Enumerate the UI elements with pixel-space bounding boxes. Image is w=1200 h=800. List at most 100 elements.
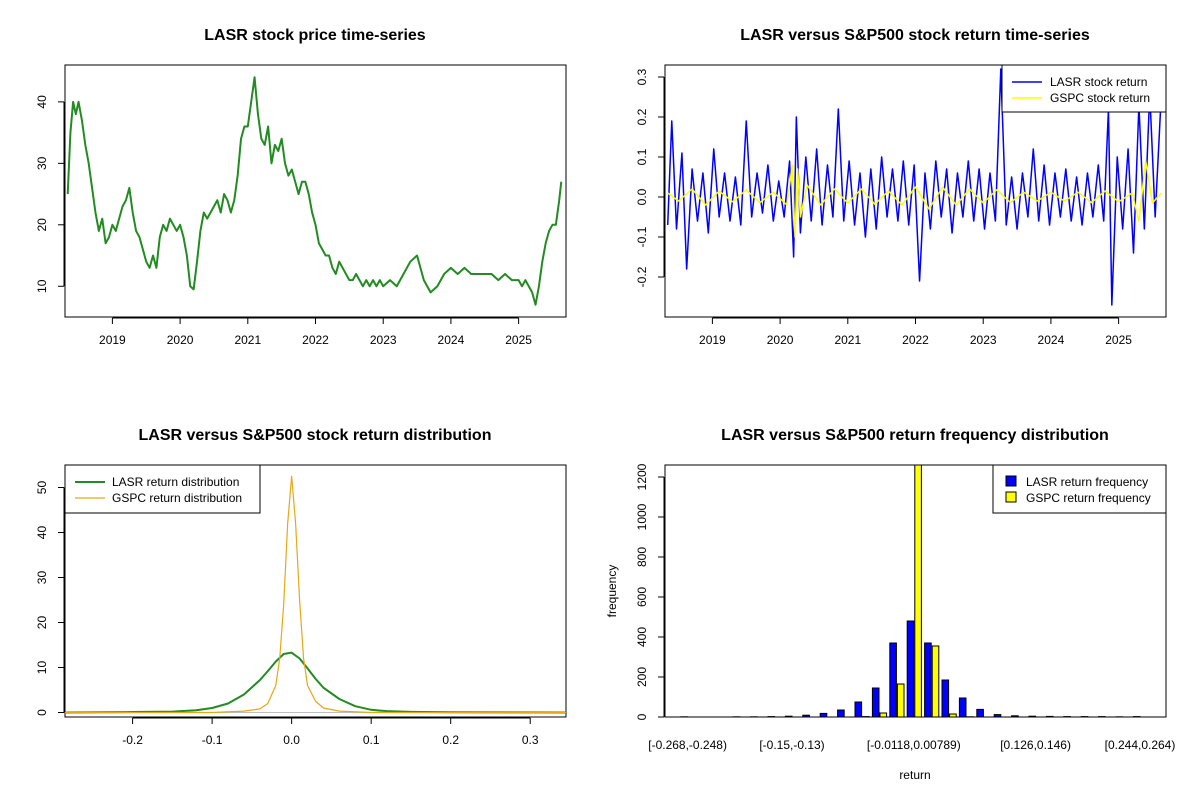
x-tick-label: 2023	[370, 333, 397, 347]
chart-title: LASR versus S&P500 return frequency dist…	[721, 427, 1109, 444]
density-line-gspc	[65, 475, 566, 714]
x-tick-label: 0.3	[522, 733, 539, 747]
bar-lasr	[854, 701, 863, 718]
bar-lasr	[924, 642, 932, 718]
bar-lasr	[1028, 715, 1037, 718]
x-axis: 2019 2020 2021 2022 2023 2024 2025	[99, 317, 532, 347]
x-tick-label: 0.0	[283, 733, 300, 747]
y-tick-label: 1200	[635, 463, 649, 490]
x-tick-label: [-0.0118,0.00789)	[867, 738, 961, 752]
x-tick-label: 2023	[970, 333, 997, 347]
legend-label-lasr: LASR return distribution	[112, 475, 239, 489]
y-tick-label: 20	[35, 218, 49, 232]
chart-title: LASR versus S&P500 stock return time-ser…	[740, 27, 1090, 44]
y-axis: 10 20 30 40	[35, 95, 65, 293]
x-tick-label: [0.244,0.264)	[1105, 738, 1176, 752]
bar-gspc	[896, 683, 905, 718]
legend-box	[64, 464, 261, 514]
y-tick-label: 200	[635, 667, 649, 687]
y-tick-label: 0.3	[635, 68, 649, 85]
return-timeseries-panel: LASR versus S&P500 stock return time-ser…	[635, 27, 1167, 347]
x-tick-label: 2025	[1105, 333, 1132, 347]
bar-lasr	[871, 687, 880, 718]
chart-title: LASR versus S&P500 stock return distribu…	[139, 427, 492, 444]
y-tick-label: 0	[35, 709, 49, 716]
x-tick-label: 0.1	[363, 733, 380, 747]
y-axis: 0 10 20 30 40 50	[35, 481, 65, 716]
y-tick-label: 10	[35, 661, 49, 675]
legend-label-lasr: LASR return frequency	[1026, 475, 1148, 489]
y-axis: 0 200 400 600 800 1000 1200	[635, 463, 665, 720]
bar-lasr	[958, 697, 967, 718]
return-frequency-panel: LASR versus S&P500 return frequency dist…	[605, 427, 1175, 782]
x-tick-label: -0.2	[122, 733, 143, 747]
x-axis-label: return	[899, 768, 930, 782]
legend-box	[1001, 64, 1167, 113]
bar-group	[680, 464, 1141, 718]
x-axis: -0.2 -0.1 0.0 0.1 0.2 0.3	[122, 717, 539, 747]
legend-box	[992, 464, 1167, 514]
y-tick-label: 10	[35, 279, 49, 293]
y-tick-label: -0.1	[635, 226, 649, 247]
return-distribution-panel: LASR versus S&P500 stock return distribu…	[35, 427, 567, 747]
x-tick-label: [-0.268,-0.248)	[648, 738, 727, 752]
y-tick-label: 30	[35, 156, 49, 170]
bar-lasr	[941, 679, 950, 718]
y-tick-label: 50	[35, 481, 49, 495]
bar-lasr	[802, 714, 810, 718]
series-line-lasr-return	[666, 68, 1162, 306]
y-tick-label: 40	[35, 526, 49, 540]
y-tick-label: -0.2	[635, 266, 649, 287]
x-tick-label: -0.1	[202, 733, 223, 747]
plot-frame	[664, 64, 1167, 318]
x-tick-label: 2022	[302, 333, 329, 347]
bar-gspc	[949, 713, 957, 718]
legend-label-lasr: LASR stock return	[1050, 75, 1147, 89]
legend: LASR return frequency GSPC return freque…	[992, 464, 1167, 514]
x-tick-label: 2019	[699, 333, 726, 347]
x-tick-label: 2020	[167, 333, 194, 347]
series-group	[666, 68, 1162, 306]
bar-lasr	[1011, 715, 1019, 718]
plot-frame	[64, 464, 567, 718]
bar-lasr	[993, 714, 1002, 718]
legend-label-gspc: GSPC return frequency	[1026, 491, 1151, 505]
y-tick-label: 0	[635, 713, 649, 720]
legend: LASR stock return GSPC stock return	[1001, 64, 1167, 113]
y-tick-label: 0.0	[635, 188, 649, 205]
y-axis-label: frequency	[605, 565, 619, 618]
x-axis: 2019 2020 2021 2022 2023 2024 2025	[699, 317, 1132, 347]
x-tick-label: 2019	[99, 333, 126, 347]
x-tick-label: 2021	[234, 333, 261, 347]
bar-gspc	[879, 712, 888, 718]
bar-gspc	[931, 645, 940, 718]
y-tick-label: 600	[635, 587, 649, 607]
series-group	[64, 475, 567, 714]
legend: LASR return distribution GSPC return dis…	[64, 464, 261, 514]
legend-swatch-lasr	[1005, 475, 1017, 487]
bar-gspc	[914, 464, 922, 718]
price-timeseries-panel: LASR stock price time-series 2019 2020 202…	[35, 27, 567, 347]
bar-lasr	[784, 715, 793, 718]
x-axis: [-0.268,-0.248) [-0.15,-0.13) [-0.0118,0.0…	[648, 738, 1175, 752]
series-line-gspc-return	[667, 160, 1162, 238]
density-line-lasr	[64, 651, 567, 714]
bar-lasr	[837, 709, 845, 718]
y-tick-label: 20	[35, 616, 49, 630]
chart-title: LASR stock price time-series	[204, 27, 426, 44]
series-line-lasr-price	[66, 76, 563, 306]
legend-label-gspc: GSPC return distribution	[112, 491, 242, 505]
y-tick-label: 0.1	[635, 148, 649, 165]
y-tick-label: 40	[35, 95, 49, 109]
y-tick-label: 400	[635, 627, 649, 647]
x-tick-label: 2022	[902, 333, 929, 347]
x-tick-label: [0.126,0.146)	[1000, 738, 1071, 752]
y-tick-label: 800	[635, 547, 649, 567]
bar-lasr	[976, 708, 984, 718]
plot-frame	[64, 64, 567, 318]
x-tick-label: 2021	[834, 333, 861, 347]
x-tick-label: 2024	[438, 333, 465, 347]
series-group	[66, 76, 563, 306]
y-axis: -0.2 -0.1 0.0 0.1 0.2 0.3	[635, 68, 665, 287]
